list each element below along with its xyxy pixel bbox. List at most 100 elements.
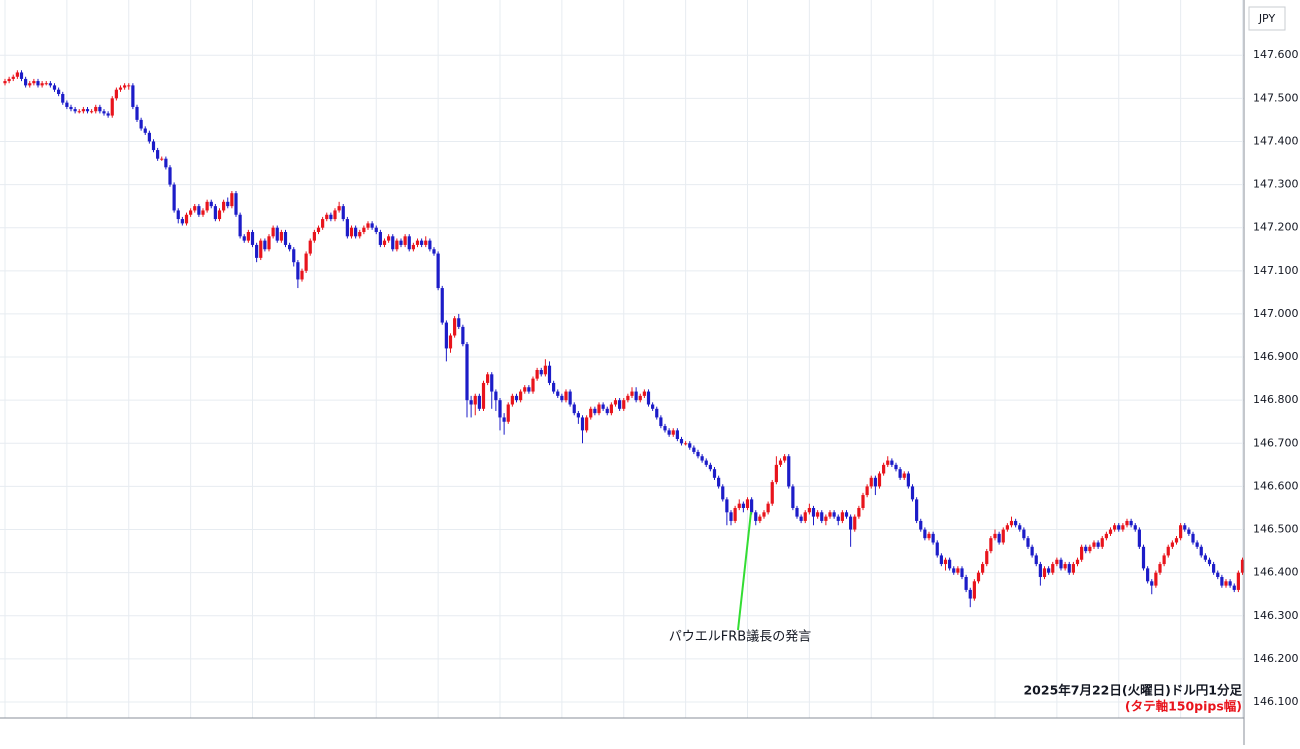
y-tick-label: 147.500 — [1253, 91, 1299, 104]
candle-body — [634, 391, 638, 401]
y-tick-label: 146.900 — [1253, 350, 1299, 363]
candle-body — [564, 391, 568, 401]
candle-body — [684, 443, 688, 445]
candle-body — [750, 499, 754, 513]
candle-body — [176, 210, 180, 220]
candle-body — [890, 460, 894, 465]
candle-body — [1170, 542, 1174, 547]
candle-body — [1154, 572, 1158, 586]
candle-body — [803, 512, 807, 521]
candle-body — [948, 559, 952, 569]
candle-body — [1047, 568, 1051, 573]
candle-body — [1104, 533, 1108, 539]
candle-body — [1042, 568, 1047, 577]
candle-body — [1220, 576, 1224, 586]
candle-body — [1137, 529, 1141, 547]
annotation: パウエルFRB議長の発言 — [669, 630, 811, 645]
x-tick-label: 22:15 — [546, 725, 578, 738]
candle-body — [1018, 525, 1022, 530]
candle-body — [19, 72, 24, 79]
candle-body — [65, 102, 69, 107]
candle-body — [882, 464, 886, 474]
candle-body — [370, 223, 374, 228]
y-tick-label: 146.300 — [1253, 609, 1299, 622]
x-tick-label: 00:15 — [1041, 725, 1073, 738]
candle-body — [721, 486, 725, 500]
candle-body — [618, 400, 622, 409]
candle-body — [935, 542, 939, 556]
candle-body — [15, 72, 19, 77]
candle-body — [799, 516, 803, 521]
candle-body — [1146, 568, 1150, 582]
candle-body — [717, 477, 721, 487]
candle-body — [535, 369, 539, 379]
chart-title: 2025年7月22日(火曜日)ドル円1分足 — [1023, 683, 1242, 698]
candle-body — [824, 516, 828, 521]
candle-body — [758, 516, 762, 521]
candle-body — [1150, 581, 1154, 586]
candle-body — [597, 404, 601, 414]
candle-body — [688, 443, 692, 448]
candle-body — [1001, 529, 1005, 543]
candle-body — [981, 564, 985, 573]
candle-body — [473, 395, 477, 405]
candle-body — [36, 81, 40, 86]
candle-body — [465, 344, 469, 401]
candle-body — [679, 438, 684, 444]
candle-body — [519, 391, 523, 401]
candle-body — [886, 460, 890, 465]
candle-body — [795, 507, 799, 517]
x-tick-label: 23:30 — [855, 725, 887, 738]
candle-body — [189, 210, 193, 215]
candle-body — [1125, 520, 1129, 526]
candle-body — [477, 395, 481, 409]
y-tick-label: 146.700 — [1253, 436, 1299, 449]
candle-body — [411, 244, 415, 250]
candle-body — [283, 232, 288, 245]
x-tick-label: 21:00 — [237, 725, 269, 738]
candle-body — [114, 89, 118, 99]
candle-body — [527, 387, 531, 392]
candle-body — [737, 503, 741, 508]
candle-body — [729, 512, 733, 521]
candle-body — [424, 240, 428, 245]
candle-body — [630, 391, 634, 396]
candle-body — [523, 387, 527, 392]
candle-body — [461, 326, 465, 345]
candle-body — [1071, 564, 1075, 573]
candle-body — [1030, 546, 1034, 556]
candle-body — [857, 507, 861, 517]
candle-body — [143, 128, 147, 133]
candle-body — [1084, 546, 1088, 552]
y-tick-label: 146.600 — [1253, 479, 1299, 492]
candle-body — [642, 391, 646, 396]
candle-body — [1005, 525, 1009, 530]
candle-body — [1133, 525, 1137, 530]
candle-body — [861, 495, 865, 508]
y-axis: 146.100 146.200 146.300 146.400 146.500 146.6… — [1253, 48, 1299, 708]
y-tick-label: 147.400 — [1253, 134, 1299, 147]
candle-body — [828, 512, 832, 517]
y-tick-label: 147.600 — [1253, 48, 1299, 61]
candle-body — [939, 555, 943, 565]
candle-body — [952, 568, 956, 573]
x-tick-label: 22:30 — [608, 725, 640, 738]
candle-body — [1179, 525, 1183, 539]
x-tick-label: 20:30 — [113, 725, 145, 738]
candle-body — [300, 270, 304, 280]
candle-body — [1067, 564, 1071, 573]
candle-body — [609, 404, 613, 414]
candle-body — [626, 395, 630, 401]
candle-body — [1092, 542, 1096, 547]
candle-body — [1034, 555, 1038, 565]
candle-body — [1199, 546, 1203, 556]
candle-body — [791, 486, 795, 508]
candle-body — [279, 232, 283, 241]
candle-body — [407, 236, 411, 250]
candle-body — [560, 395, 564, 401]
candle-body — [374, 227, 378, 233]
candle-body — [77, 111, 81, 113]
candle-body — [1121, 525, 1125, 530]
candle-body — [1026, 538, 1030, 547]
candle-body — [997, 533, 1001, 543]
